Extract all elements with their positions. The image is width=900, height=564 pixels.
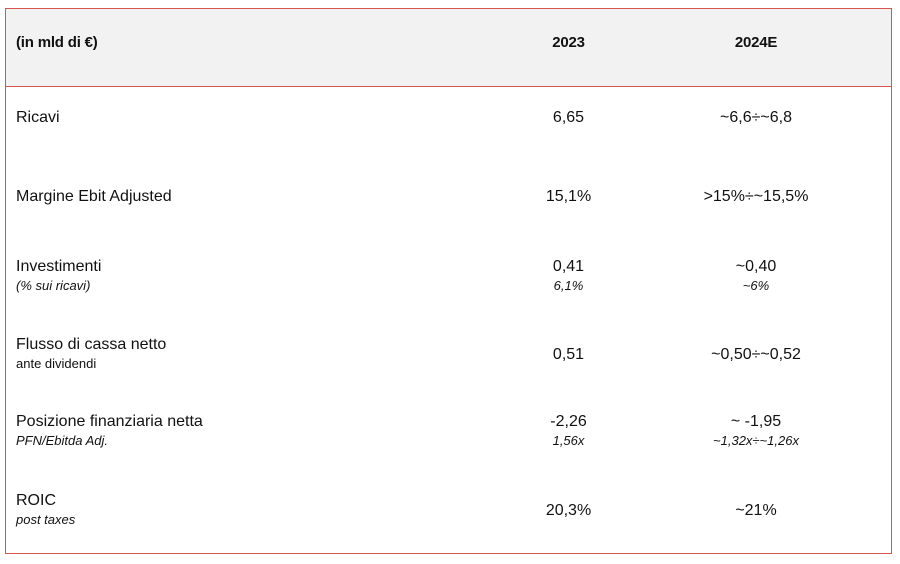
value-2024e: ~21% [735,502,777,519]
row-label-group: Investimenti (% sui ricavi) [16,257,101,294]
value-2024e-sub: ~6% [742,278,770,293]
row-label: Margine Ebit Adjusted [16,188,172,205]
value-2024e: ~ -1,95 [730,413,782,430]
table-row-margine-ebit: Margine Ebit Adjusted 15,1% >15%÷~15,5% [6,187,891,227]
value-2024e-group: ~ -1,95 ~1,32x÷~1,26x [661,412,851,449]
value-2023: 0,41 [552,258,585,275]
value-2023-sub: 6,1% [553,278,584,293]
value-2023-sub: 1,56x [552,433,585,448]
value-2023-group: -2,26 1,56x [481,412,656,449]
financial-table: (in mld di €) 2023 2024E Ricavi 6,65 ~6,… [5,8,892,554]
row-label: Posizione finanziaria netta [16,413,203,430]
value-2023: -2,26 [550,413,587,430]
table-row-pfn: Posizione finanziaria netta PFN/Ebitda A… [6,412,891,452]
value-2024e: ~0,40 [735,258,777,275]
row-sublabel: (% sui ricavi) [16,278,91,293]
value-2023: 0,51 [552,346,585,363]
value-2024e: ~0,50÷~0,52 [711,346,801,363]
unit-label: (in mld di €) [16,34,98,51]
row-sublabel: ante dividendi [16,356,97,371]
row-label-group: Flusso di cassa netto ante dividendi [16,335,166,372]
value-2024e: ~6,6÷~6,8 [720,109,792,126]
header-2023: 2023 [552,34,585,51]
row-label-group: ROIC post taxes [16,491,75,528]
value-2023: 20,3% [545,502,592,519]
table-row-ricavi: Ricavi 6,65 ~6,6÷~6,8 [6,108,891,148]
table-header: (in mld di €) 2023 2024E [6,9,891,87]
table-row-investimenti: Investimenti (% sui ricavi) 0,41 6,1% ~0… [6,257,891,297]
row-sublabel: PFN/Ebitda Adj. [16,433,109,448]
row-label: Ricavi [16,109,60,126]
row-label-group: Posizione finanziaria netta PFN/Ebitda A… [16,412,203,449]
row-label: Investimenti [16,258,102,275]
value-2024e: >15%÷~15,5% [703,188,809,205]
row-label: ROIC [16,492,56,509]
value-2023: 6,65 [552,109,585,126]
header-2024e: 2024E [734,34,778,51]
value-2023-group: 0,41 6,1% [481,257,656,294]
value-2023: 15,1% [545,188,592,205]
row-sublabel: post taxes [16,512,76,527]
table-row-roic: ROIC post taxes 20,3% ~21% [6,491,891,531]
value-2024e-group: ~0,40 ~6% [661,257,851,294]
value-2024e-sub: ~1,32x÷~1,26x [713,433,799,448]
row-label: Flusso di cassa netto [16,336,167,353]
table-row-flusso-cassa: Flusso di cassa netto ante dividendi 0,5… [6,335,891,375]
